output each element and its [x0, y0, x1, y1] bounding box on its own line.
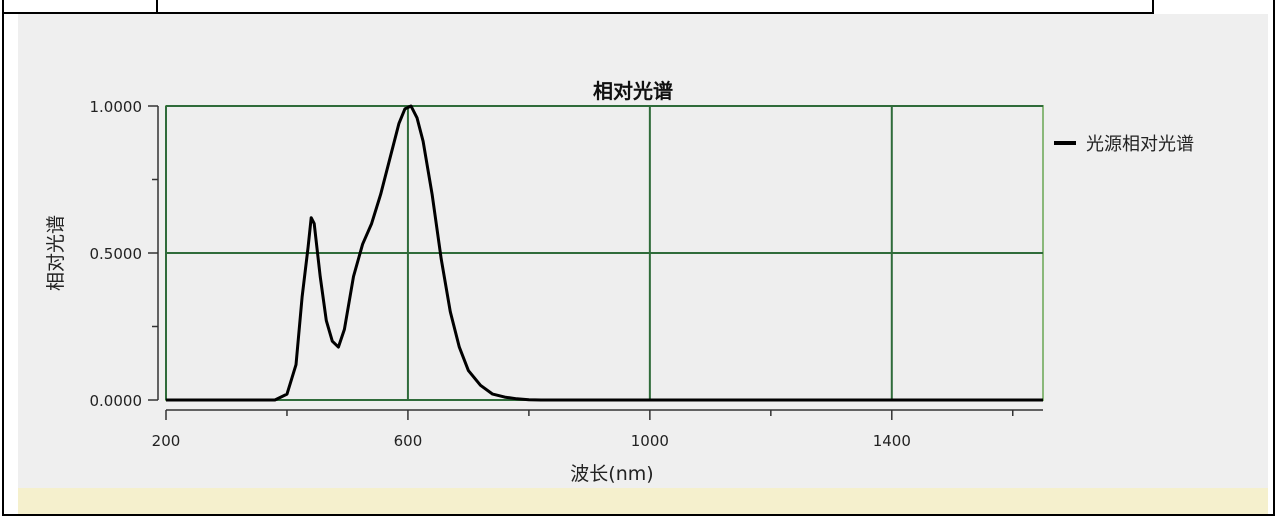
- table-cell-middle: [158, 0, 1154, 14]
- x-tick-label: 200: [152, 432, 181, 450]
- x-tick-label: 1400: [873, 432, 911, 450]
- series-lines: [166, 104, 1043, 402]
- chart-footer-strip: [18, 488, 1268, 514]
- axes: 200 600 1000 1400 0.0000 0.5000 1.0000: [90, 98, 1043, 450]
- x-tick-label: 1000: [631, 432, 669, 450]
- y-axis-label: 相对光谱: [45, 215, 67, 291]
- legend: 光源相对光谱: [1054, 134, 1194, 155]
- legend-label: 光源相对光谱: [1086, 134, 1194, 155]
- y-tick-label: 0.5000: [90, 245, 143, 263]
- x-tick-label: 600: [394, 432, 423, 450]
- table-border-bottom: [2, 514, 1275, 516]
- chart-title: 相对光谱: [593, 79, 673, 103]
- table-cell-left: [2, 0, 158, 14]
- x-axis-label: 波长(nm): [570, 463, 653, 485]
- series-line: [166, 104, 1043, 402]
- y-tick-label: 0.0000: [90, 392, 143, 410]
- table-border-right: [1273, 0, 1275, 516]
- y-tick-label: 1.0000: [90, 98, 143, 116]
- table-border-left: [2, 0, 4, 516]
